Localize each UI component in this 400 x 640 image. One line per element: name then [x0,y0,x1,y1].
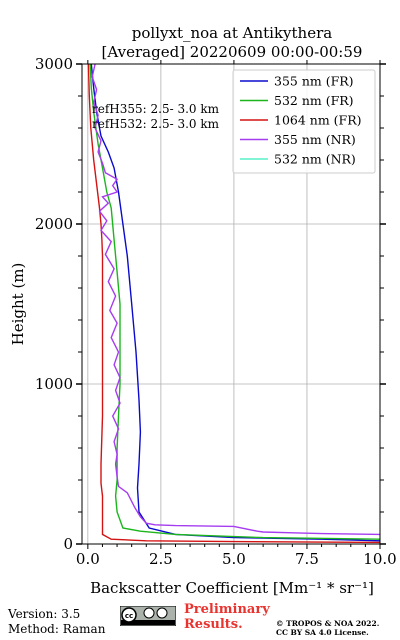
version-text: Version: 3.5 [8,607,81,621]
svg-text:cc: cc [125,612,133,620]
x-tick-label: 5.0 [222,550,246,568]
y-axis-label: Height (m) [9,263,27,346]
legend-label: 355 nm (NR) [274,132,356,147]
cc-by-sa-badge-icon: cc [119,605,177,627]
x-axis-label: Backscatter Coefficient [Mm⁻¹ * sr⁻¹] [90,579,374,597]
preliminary-line1: Preliminary [184,602,270,617]
legend-label: 532 nm (FR) [274,93,354,108]
x-tick-label: 7.5 [295,550,319,568]
legend-box [232,69,376,174]
y-tick-label: 3000 [35,55,73,73]
ref-height-532-annotation: refH532: 2.5- 3.0 km [92,117,220,131]
legend: 355 nm (FR) 532 nm (FR) 1064 nm (FR) 355 nm… [232,69,376,174]
copyright-line1: © TROPOS & NOA 2022. [276,619,380,628]
reference-height-annotations: refH355: 2.5- 3.0 km refH532: 2.5- 3.0 k… [92,102,220,131]
chart-title-line1: pollyxt_noa at Antikythera [132,24,332,42]
preliminary-results-note: Preliminary Results. [184,602,270,632]
y-tick-label: 2000 [35,215,73,233]
y-tick-label: 1000 [35,375,73,393]
legend-label: 1064 nm (FR) [274,113,362,128]
series-line-2 [89,64,380,540]
copyright-line2: CC BY SA 4.0 License. [276,628,369,637]
preliminary-line2: Results. [184,617,243,632]
y-tick-label: 0 [63,535,73,553]
copyright-notice: © TROPOS & NOA 2022. CC BY SA 4.0 Licens… [276,619,379,637]
legend-label: 532 nm (NR) [274,152,356,167]
x-tick-label: 10.0 [363,550,396,568]
x-tick-label: 2.5 [149,550,173,568]
series-line-1 [90,64,380,542]
method-text: Method: Raman [8,622,106,636]
plot-frame [81,63,381,545]
series-line-4 [91,64,380,536]
chart-title-line2: [Averaged] 20220609 00:00-00:59 [102,43,363,61]
axis-ticks: 0.0 2.5 5.0 7.5 10.0 0 1000 2000 3000 [35,55,397,568]
ref-height-355-annotation: refH355: 2.5- 3.0 km [92,102,220,116]
series-line-3 [87,64,380,544]
x-tick-label: 0.0 [76,550,100,568]
legend-label: 355 nm (FR) [274,74,354,89]
series-layer [87,64,380,544]
